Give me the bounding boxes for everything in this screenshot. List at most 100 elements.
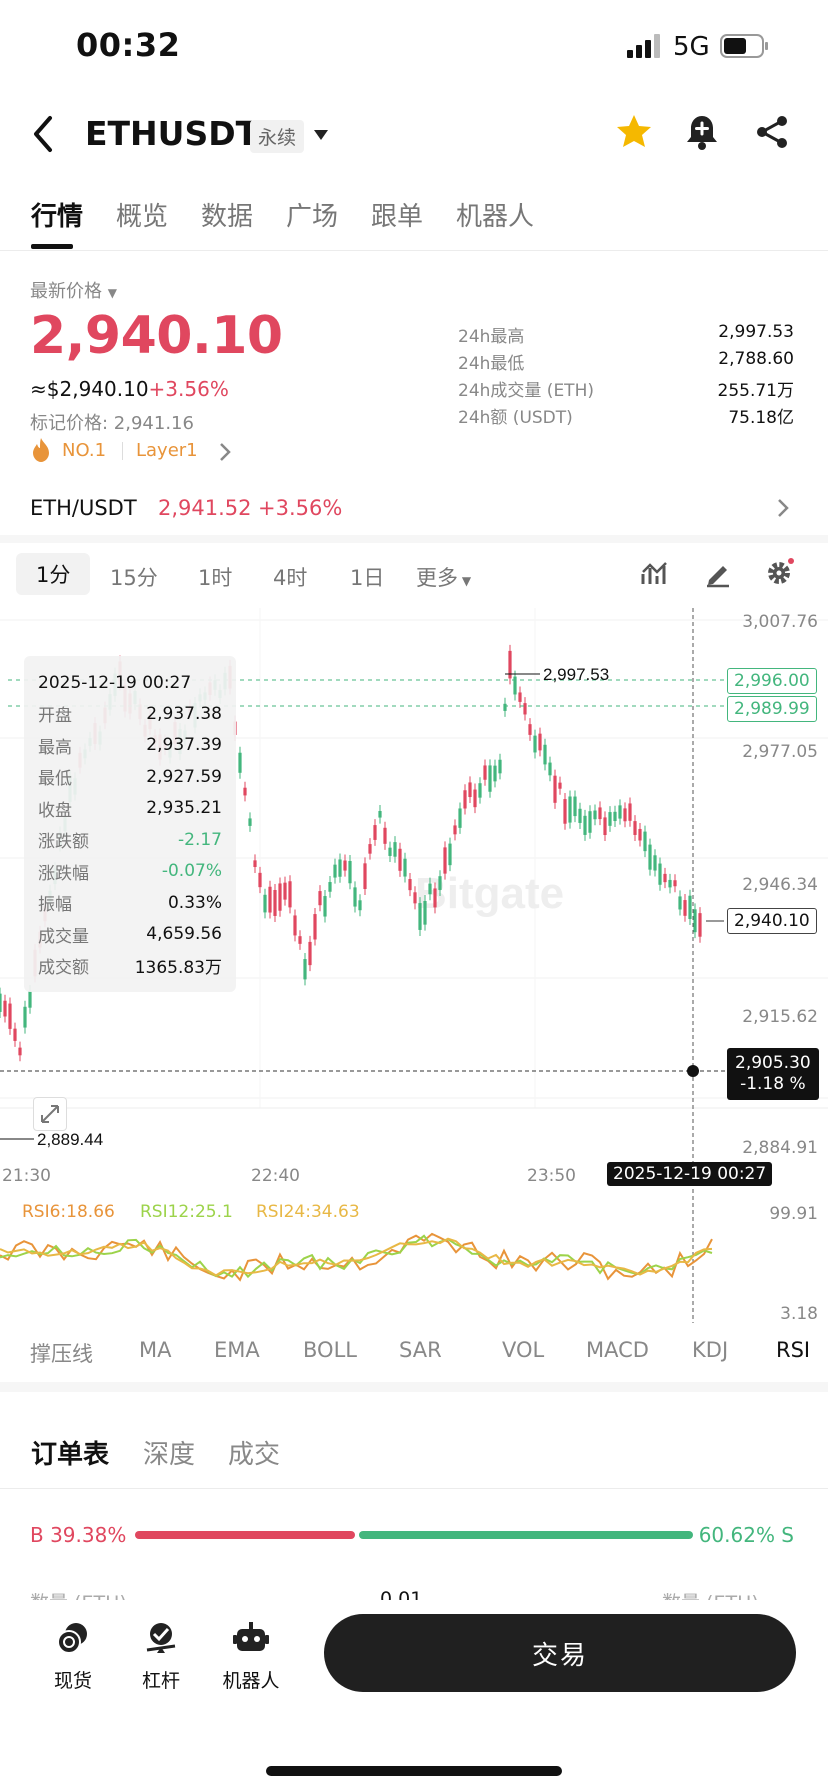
candle-body: [578, 808, 582, 823]
trade-button[interactable]: 交易: [324, 1614, 796, 1692]
ohlc-row: 开盘 2,937.38: [38, 698, 222, 730]
ohlc-row: 最低 2,927.59: [38, 761, 222, 793]
ohlc-key: 成交量: [38, 926, 89, 947]
favorite-star-icon[interactable]: [615, 113, 653, 151]
ohlc-key: 成交额: [38, 958, 89, 979]
nav-bots[interactable]: 机器人: [206, 1620, 296, 1693]
timeframe-15m[interactable]: 15分: [110, 566, 158, 590]
expand-chart-icon[interactable]: [33, 1097, 67, 1131]
timeframe-1h[interactable]: 1时: [198, 566, 233, 590]
tab-order-book[interactable]: 订单表: [31, 1440, 110, 1470]
candle-body: [468, 782, 472, 798]
ohlc-key: 收盘: [38, 800, 72, 821]
book-divider: [0, 1488, 828, 1489]
order-tag-1[interactable]: 2,996.00: [727, 668, 817, 694]
indicator-vol[interactable]: VOL: [502, 1338, 545, 1362]
tab-market[interactable]: 行情: [31, 202, 84, 232]
indicator-sar[interactable]: SAR: [399, 1338, 442, 1362]
spot-pair-name[interactable]: ETH/USDT: [30, 496, 137, 520]
indicator-ema[interactable]: EMA: [214, 1338, 260, 1362]
rsi-line: [0, 1232, 713, 1282]
nav-spot[interactable]: 现货: [28, 1620, 118, 1693]
nav-margin[interactable]: 杠杆: [116, 1620, 206, 1693]
qty-header-right: 数量 (ETH): [662, 1588, 759, 1602]
symbol-title[interactable]: ETHUSDT: [85, 114, 259, 153]
timeframe-1d[interactable]: 1日: [350, 566, 385, 590]
chart-settings-gear-icon[interactable]: [764, 558, 794, 588]
chevron-right-icon[interactable]: [218, 441, 232, 463]
candle-body: [368, 844, 372, 854]
ohlc-value: 4,659.56: [146, 924, 222, 945]
qty-header-left: 数量 (ETH): [30, 1588, 127, 1602]
candle-body: [328, 882, 332, 892]
qty-header-mid: 0.01: [380, 1588, 423, 1602]
candle-body: [618, 805, 622, 819]
indicator-rsi[interactable]: RSI: [776, 1338, 811, 1362]
candle-body: [678, 896, 682, 910]
candle-body: [568, 796, 572, 823]
candle-body: [313, 914, 317, 940]
tab-depth[interactable]: 深度: [143, 1440, 196, 1470]
tab-overview[interactable]: 概览: [116, 202, 169, 232]
candle-body: [303, 959, 307, 980]
candle-body: [598, 807, 602, 820]
nav-margin-label: 杠杆: [141, 1670, 180, 1692]
candle-body: [673, 880, 677, 887]
draw-pen-icon[interactable]: [703, 558, 733, 588]
tab-square[interactable]: 广场: [286, 202, 339, 232]
symbol-dropdown-icon[interactable]: [312, 128, 330, 142]
nav-bots-label: 机器人: [222, 1670, 280, 1692]
stat-volume-label: 24h成交量 (ETH): [458, 381, 594, 401]
indicator-macd[interactable]: MACD: [586, 1338, 649, 1362]
chart-watermark: Bitgate: [415, 869, 564, 918]
tabs-divider: [0, 250, 828, 251]
rank-tag[interactable]: NO.1: [62, 440, 107, 461]
timeframe-more-caret-icon: ▼: [458, 574, 472, 588]
candle-body: [298, 936, 302, 944]
buy-ratio-label: B 39.38%: [30, 1523, 127, 1547]
candle-body: [508, 650, 512, 679]
section-gap-2: [0, 1382, 828, 1392]
tab-copy-trading[interactable]: 跟单: [371, 202, 424, 232]
candle-body: [453, 825, 457, 835]
spot-pair-chevron-icon[interactable]: [776, 497, 790, 519]
stat-low-value: 2,788.60: [718, 349, 794, 369]
latest-price-label[interactable]: 最新价格 ▼: [30, 277, 117, 303]
candle-body: [348, 860, 352, 884]
candle-body: [643, 831, 647, 852]
ohlc-time: 2025-12-19 00:27: [38, 673, 192, 693]
active-tab-indicator: [31, 244, 73, 249]
tab-data[interactable]: 数据: [201, 202, 254, 232]
indicator-chart-icon[interactable]: [640, 558, 670, 588]
order-tag-2[interactable]: 2,989.99: [727, 696, 817, 722]
perpetual-badge: 永续: [250, 120, 305, 153]
timeframe-more[interactable]: 更多 ▼: [416, 562, 471, 592]
candle-body: [318, 891, 322, 906]
candle-body: [493, 765, 497, 782]
candle-body: [383, 827, 387, 844]
timeframe-4h[interactable]: 4时: [273, 566, 308, 590]
price-alert-bell-icon[interactable]: [684, 113, 720, 151]
ohlc-value: 2,937.39: [146, 735, 222, 756]
tab-trades[interactable]: 成交: [228, 1440, 281, 1470]
candle-body: [408, 879, 412, 891]
candle-body: [13, 1028, 17, 1041]
candle-body: [588, 811, 592, 833]
indicator-boll[interactable]: BOLL: [303, 1338, 357, 1362]
spot-coins-icon: [57, 1623, 87, 1654]
candle-body: [263, 894, 267, 913]
sector-tag[interactable]: Layer1: [136, 440, 198, 461]
candle-body: [548, 762, 552, 776]
timeframe-1m[interactable]: 1分: [16, 553, 91, 595]
tab-bots[interactable]: 机器人: [456, 202, 535, 232]
share-icon[interactable]: [754, 114, 790, 150]
section-gap: [0, 535, 828, 543]
indicator-support-resistance[interactable]: 撑压线: [30, 1342, 93, 1366]
indicator-kdj[interactable]: KDJ: [692, 1338, 729, 1362]
last-price-tag: 2,940.10: [727, 908, 817, 934]
indicator-ma[interactable]: MA: [139, 1338, 172, 1362]
y-axis-label: 2,946.34: [742, 875, 818, 895]
kline-chart[interactable]: Bitgate 2,997.53 2,889.44: [0, 608, 828, 1323]
back-arrow-icon[interactable]: [26, 112, 60, 156]
ohlc-row: 成交额 1365.83万: [38, 950, 222, 982]
